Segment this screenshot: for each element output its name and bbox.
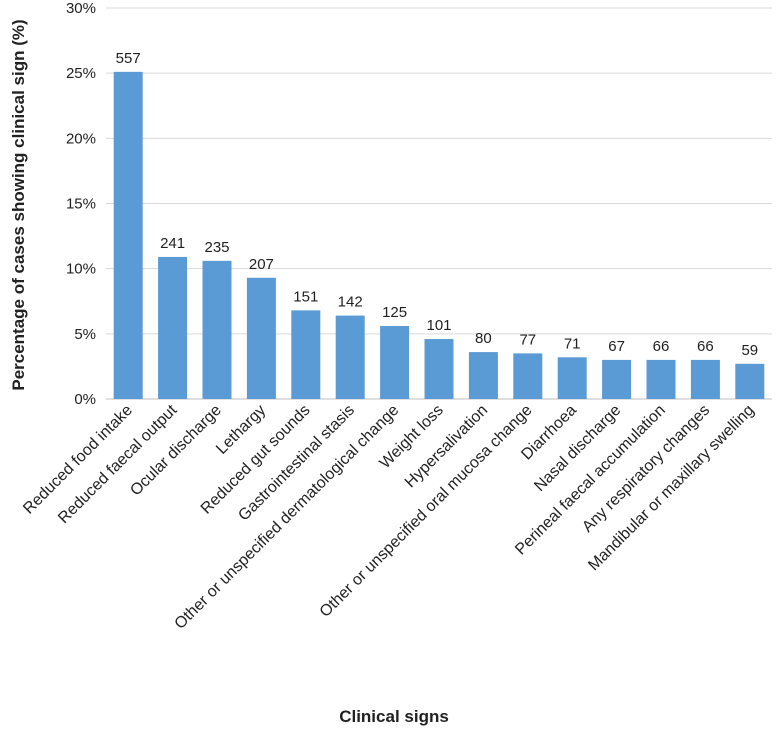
- y-tick-label: 30%: [66, 0, 96, 17]
- bar: [202, 260, 232, 399]
- data-label: 207: [249, 256, 274, 273]
- data-label: 67: [608, 338, 625, 355]
- data-label: 557: [116, 50, 141, 67]
- bar: [690, 359, 720, 399]
- category-label: Mandibular or maxillary swelling: [585, 402, 757, 574]
- bar: [246, 277, 276, 399]
- data-label: 59: [741, 342, 758, 359]
- data-label: 125: [382, 304, 407, 321]
- data-label: 235: [204, 239, 229, 256]
- bar: [735, 363, 765, 399]
- bar: [468, 352, 498, 399]
- y-tick-label: 0%: [74, 391, 96, 408]
- bar: [646, 359, 676, 399]
- x-axis-title: Clinical signs: [339, 707, 449, 726]
- bar: [557, 357, 587, 399]
- data-label: 66: [653, 338, 670, 355]
- data-label: 71: [564, 335, 581, 352]
- y-axis-ticks: 0% 5% 10% 15% 20% 25% 30%: [66, 0, 96, 408]
- bars: [113, 71, 765, 399]
- bar: [424, 339, 454, 399]
- bar: [513, 353, 543, 399]
- data-labels: 557 241 235 207 151 142 125 101 80 77 71 67 66 66 59: [116, 50, 758, 359]
- bar: [335, 315, 365, 399]
- data-label: 77: [519, 331, 536, 348]
- data-label: 66: [697, 338, 714, 355]
- category-label: Other or unspecified oral mucosa change: [317, 402, 536, 621]
- data-label: 80: [475, 330, 492, 347]
- bar: [291, 310, 321, 399]
- data-label: 101: [426, 317, 451, 334]
- y-axis-title: Percentage of cases showing clinical sig…: [9, 19, 28, 390]
- data-label: 151: [293, 288, 318, 305]
- bar: [158, 256, 188, 399]
- y-tick-label: 20%: [66, 130, 96, 147]
- bar: [113, 71, 143, 399]
- y-tick-label: 5%: [74, 326, 96, 343]
- y-tick-label: 10%: [66, 261, 96, 278]
- data-label: 142: [338, 294, 363, 311]
- bar: [602, 359, 632, 399]
- y-tick-label: 15%: [66, 196, 96, 213]
- y-tick-label: 25%: [66, 65, 96, 82]
- data-label: 241: [160, 235, 185, 252]
- bar: [380, 326, 410, 399]
